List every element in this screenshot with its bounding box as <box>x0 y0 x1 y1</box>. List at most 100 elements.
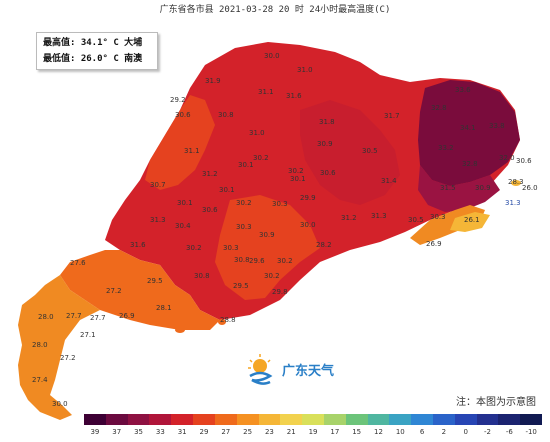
station-temp-label: 34.1 <box>460 124 476 132</box>
station-temp-label: 33.6 <box>455 86 471 94</box>
station-temp-label: 31.9 <box>205 77 221 85</box>
legend-tick-label: 37 <box>112 428 122 436</box>
legend-tick-label: 39 <box>90 428 100 436</box>
station-temp-label: 29.2 <box>170 96 186 104</box>
map-title: 广东省各市县 2021-03-28 20 时 24小时最高温度(C) <box>159 5 391 15</box>
station-temp-label: 31.3 <box>150 216 166 224</box>
station-temp-label: 30.2 <box>288 167 304 175</box>
extremes-box: 最高值: 34.1° C 大埔 最低值: 26.0° C 南澳 <box>36 32 158 70</box>
station-temp-label: 30.6 <box>516 157 532 165</box>
station-temp-label: 27.6 <box>70 259 86 267</box>
legend-tick-label: 17 <box>330 428 340 436</box>
legend-tick-label: 23 <box>264 428 274 436</box>
station-temp-label: 32.8 <box>462 160 478 168</box>
station-temp-label: 33.2 <box>438 144 454 152</box>
station-temp-label: 30.1 <box>219 186 235 194</box>
station-temp-label: 30.5 <box>408 216 424 224</box>
legend-swatch <box>193 414 215 425</box>
station-temp-label: 32.0 <box>499 154 515 162</box>
legend-swatch <box>389 414 412 425</box>
station-temp-label: 30.6 <box>320 169 336 177</box>
station-temp-label: 30.1 <box>238 161 254 169</box>
legend-swatch <box>498 414 521 425</box>
legend-tick-label: 31 <box>177 428 187 436</box>
legend-swatch <box>367 414 390 425</box>
station-temp-label: 29.5 <box>233 282 249 290</box>
station-temp-label: 30.2 <box>264 272 280 280</box>
station-temp-label: 28.1 <box>156 304 172 312</box>
region-east-dark <box>418 165 500 212</box>
weather-logo-icon <box>248 354 273 385</box>
station-temp-label: 30.1 <box>290 175 306 183</box>
station-temp-label: 30.9 <box>317 140 333 148</box>
station-labels-blue: 31.3 <box>505 199 521 207</box>
station-temp-label: 30.3 <box>430 213 446 221</box>
station-temp-label: 33.8 <box>489 122 505 130</box>
legend-tick-label: 33 <box>155 428 165 436</box>
legend-swatch <box>454 414 477 425</box>
station-temp-label: 30.9 <box>259 231 275 239</box>
legend-swatch <box>258 414 281 425</box>
station-temp-label: 27.2 <box>60 354 76 362</box>
station-temp-label: 30.8 <box>194 272 210 280</box>
station-temp-label: 30.6 <box>202 206 218 214</box>
legend-tick-label: 27 <box>221 428 231 436</box>
station-temp-label: 31.0 <box>249 129 265 137</box>
station-temp-label: 26.9 <box>426 240 442 248</box>
station-temp-label: 29.9 <box>300 194 316 202</box>
station-temp-label: 30.8 <box>218 111 234 119</box>
legend-tick-label: 0 <box>463 428 468 436</box>
station-temp-label: 26.9 <box>119 312 135 320</box>
station-temp-label: 32.8 <box>431 104 447 112</box>
station-temp-label: 27.2 <box>106 287 122 295</box>
island-south <box>218 319 226 325</box>
legend-tick-label: 2 <box>441 428 447 436</box>
legend-tick-label: 12 <box>374 428 383 436</box>
station-temp-label: 31.2 <box>202 170 218 178</box>
legend-tick-label: 29 <box>199 428 209 436</box>
legend-tick-label: 15 <box>352 428 362 436</box>
legend-ticks: 39 37 35 33 31 29 27 25 23 21 19 17 15 12 10 6 2 0 -2 -6 -10 <box>84 428 542 440</box>
station-temp-label: 30.0 <box>52 400 68 408</box>
station-temp-label: 31.0 <box>297 66 313 74</box>
station-temp-label: 28.3 <box>508 178 524 186</box>
station-temp-label: 26.1 <box>464 216 480 224</box>
legend-tick-label: -6 <box>505 428 513 436</box>
region-delta <box>215 195 320 300</box>
station-temp-label: 31.5 <box>440 184 456 192</box>
legend-swatch <box>302 414 324 425</box>
legend-swatch <box>345 414 368 425</box>
legend-tick-label: 10 <box>395 428 405 436</box>
station-temp-label: 28.8 <box>220 316 236 324</box>
station-temp-label: 30.0 <box>264 52 280 60</box>
station-temp-label: 30.6 <box>175 111 191 119</box>
station-temp-label: 30.3 <box>236 223 252 231</box>
legend-swatch <box>476 414 499 425</box>
legend-swatch <box>105 414 128 425</box>
legend-tick-label: 25 <box>243 428 253 436</box>
island-shangchuan <box>175 327 185 333</box>
station-temp-label: 30.2 <box>186 244 202 252</box>
station-temp-label: 27.7 <box>66 312 82 320</box>
station-temp-label: 28.0 <box>32 341 48 349</box>
legend-swatch <box>411 414 433 425</box>
station-temp-label: 30.4 <box>175 222 191 230</box>
legend-swatch <box>236 414 259 425</box>
legend-tick-label: -10 <box>525 428 537 436</box>
station-temp-label: 31.3 <box>371 212 387 220</box>
region-shanwei-coast <box>450 212 490 232</box>
station-temp-label: 30.8 <box>234 256 250 264</box>
station-temp-label: 30.2 <box>253 154 269 162</box>
schematic-note: 注：本图为示意图 <box>456 397 536 408</box>
station-temp-label: 30.7 <box>150 181 166 189</box>
station-temp-label: 27.7 <box>90 314 106 322</box>
region-northwest <box>145 95 215 190</box>
legend-tick-label: 6 <box>419 428 425 436</box>
station-temp-label: 30.2 <box>236 199 252 207</box>
station-temp-label: 29.6 <box>249 257 265 265</box>
island-nanao <box>511 180 521 186</box>
station-temp-label: 30.9 <box>475 184 491 192</box>
station-temp-label: 31.4 <box>381 177 397 185</box>
station-temp-label: 31.7 <box>384 112 400 120</box>
station-temp-label: 30.3 <box>223 244 239 252</box>
